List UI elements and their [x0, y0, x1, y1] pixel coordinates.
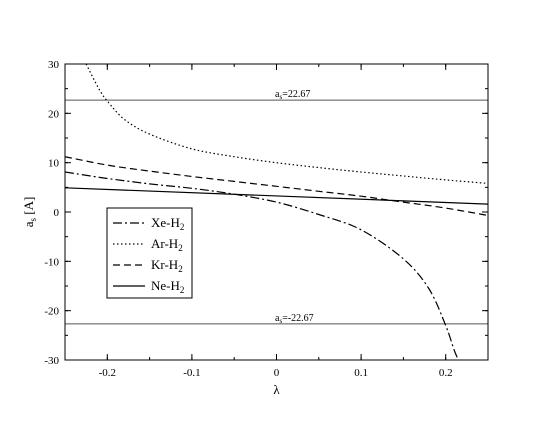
x-tick-label: 0	[274, 367, 280, 379]
series-line	[65, 171, 459, 360]
y-axis-label-sub: s	[28, 218, 38, 222]
series-line	[65, 156, 488, 217]
x-tick-label: 0.2	[439, 367, 453, 379]
x-tick-label: 0.1	[354, 367, 368, 379]
y-tick-label: 20	[48, 108, 60, 120]
plot-marks	[65, 64, 488, 360]
legend-entry: Xe-H2	[151, 215, 184, 232]
legend-entry: Ar-H2	[151, 236, 183, 253]
legend-entry: Kr-H2	[151, 257, 183, 274]
legend-entry: Ne-H2	[151, 278, 184, 295]
reference-line-label: as=22.67	[275, 89, 310, 101]
x-axis-label: λ	[273, 382, 280, 397]
y-tick-label: -30	[44, 355, 59, 367]
y-tick-label: 30	[48, 59, 60, 71]
axis-ticks: -0.2 -0.1 0 0.1 0.2 -30 -20 -10 0 10 20 30	[44, 59, 489, 379]
y-tick-label: 10	[48, 158, 60, 170]
legend: Xe-H2 Ar-H2 Kr-H2 Ne-H2	[106, 207, 193, 299]
y-axis-label-unit: [A]	[21, 197, 36, 218]
y-tick-label: -10	[44, 256, 59, 268]
series-line	[65, 187, 488, 205]
x-tick-label: -0.1	[183, 367, 200, 379]
y-tick-label: 0	[54, 207, 60, 219]
x-tick-label: -0.2	[99, 367, 116, 379]
series-line	[85, 64, 488, 184]
y-axis-label: as [A]	[21, 197, 38, 228]
y-tick-label: -20	[44, 306, 59, 318]
y-axis-label-main: a	[21, 221, 36, 227]
reference-line-label: as=-22.67	[275, 313, 314, 325]
